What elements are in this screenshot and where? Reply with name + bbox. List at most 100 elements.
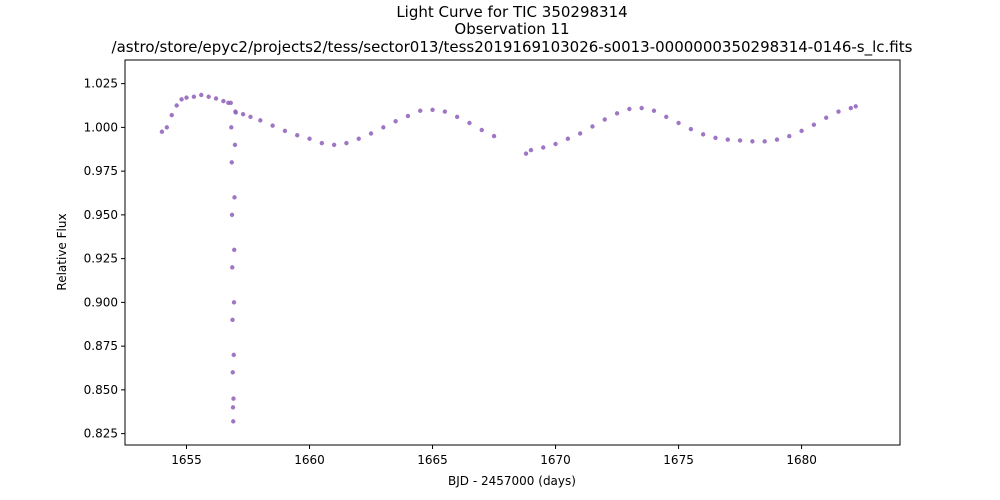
data-point <box>725 137 730 142</box>
data-point <box>270 123 275 128</box>
data-point <box>639 105 644 111</box>
data-point <box>248 114 253 120</box>
y-tick-label: 1.000 <box>84 120 118 134</box>
data-point <box>553 141 558 147</box>
data-point <box>231 352 236 358</box>
data-point <box>159 129 165 134</box>
data-point <box>651 108 657 113</box>
x-tick-label: 1670 <box>540 453 571 467</box>
y-axis-ticks: 0.825 0.850 0.875 0.900 0.925 0.950 0.975 1.000… <box>84 77 125 441</box>
data-point <box>356 136 361 141</box>
data-point <box>230 317 235 323</box>
data-point <box>174 103 179 108</box>
data-point <box>541 145 546 150</box>
data-point <box>491 133 497 139</box>
data-point <box>602 117 607 122</box>
data-point <box>319 140 325 146</box>
data-point <box>676 120 681 126</box>
data-point <box>232 142 238 148</box>
data-point <box>811 122 817 127</box>
data-point <box>700 132 706 137</box>
data-point <box>442 109 448 114</box>
y-tick-label: 0.825 <box>84 427 118 441</box>
data-point <box>199 92 204 98</box>
data-point <box>848 105 853 111</box>
data-point <box>221 98 226 104</box>
y-tick-label: 0.925 <box>84 252 118 266</box>
x-tick-label: 1675 <box>663 453 694 467</box>
data-point <box>240 112 246 117</box>
data-point <box>307 136 312 141</box>
data-point <box>213 96 219 101</box>
data-point <box>467 120 472 126</box>
data-point <box>230 265 235 270</box>
data-point <box>614 111 620 116</box>
data-point <box>229 212 235 218</box>
data-point <box>713 135 718 141</box>
y-tick-label: 0.975 <box>84 164 118 178</box>
data-point <box>232 195 237 200</box>
x-axis-label: BJD - 2457000 (days) <box>448 474 576 488</box>
data-point <box>393 119 398 124</box>
data-point <box>454 114 460 120</box>
data-point <box>528 147 534 153</box>
data-point <box>230 405 236 410</box>
x-tick-label: 1660 <box>294 453 325 467</box>
data-point <box>258 118 263 123</box>
data-point <box>164 125 170 130</box>
data-point <box>230 370 235 375</box>
data-point <box>231 396 236 401</box>
data-point <box>295 133 300 138</box>
data-point <box>169 112 174 118</box>
data-point <box>430 107 435 113</box>
data-point <box>418 108 423 113</box>
data-point <box>750 139 755 144</box>
data-point <box>405 113 411 119</box>
data-point <box>565 136 571 141</box>
data-point <box>344 140 349 146</box>
chart-title-line-1: Light Curve for TIC 350298314 <box>396 3 627 21</box>
data-point <box>191 94 197 99</box>
y-tick-label: 1.025 <box>84 77 118 91</box>
data-point <box>836 109 841 114</box>
y-axis-label: Relative Flux <box>55 213 69 290</box>
y-tick-label: 0.850 <box>84 383 118 397</box>
data-point <box>688 126 694 132</box>
data-point <box>853 104 858 109</box>
data-point <box>179 97 184 102</box>
data-point <box>331 142 337 148</box>
data-point <box>577 131 583 136</box>
data-point <box>737 138 743 143</box>
data-point <box>590 124 595 129</box>
chart-title-line-3: /astro/store/epyc2/projects2/tess/sector… <box>112 38 913 57</box>
data-point <box>381 125 386 130</box>
data-point <box>787 133 792 139</box>
plot-frame <box>124 59 901 446</box>
x-axis-ticks: 1655 1660 1665 1670 1675 1680 <box>171 445 817 467</box>
y-tick-label: 0.875 <box>84 339 118 353</box>
x-tick-label: 1655 <box>171 453 202 467</box>
data-points <box>159 92 858 424</box>
x-tick-label: 1680 <box>786 453 817 467</box>
data-point <box>799 128 804 134</box>
data-point <box>233 109 238 114</box>
data-point <box>368 131 374 136</box>
chart-title-line-2: Observation 11 <box>454 20 569 38</box>
data-point <box>823 115 829 120</box>
data-point <box>231 419 236 424</box>
data-point <box>762 139 767 144</box>
y-tick-label: 0.900 <box>84 295 118 309</box>
data-point <box>206 94 211 99</box>
data-point <box>523 151 529 156</box>
data-point <box>184 95 189 100</box>
y-tick-label: 0.950 <box>84 208 118 222</box>
data-point <box>232 247 237 253</box>
data-point <box>231 300 237 305</box>
data-point <box>229 125 234 130</box>
data-point <box>627 106 632 112</box>
data-point <box>664 114 669 120</box>
data-point <box>479 127 484 133</box>
data-point <box>229 160 234 165</box>
data-point <box>774 137 780 142</box>
